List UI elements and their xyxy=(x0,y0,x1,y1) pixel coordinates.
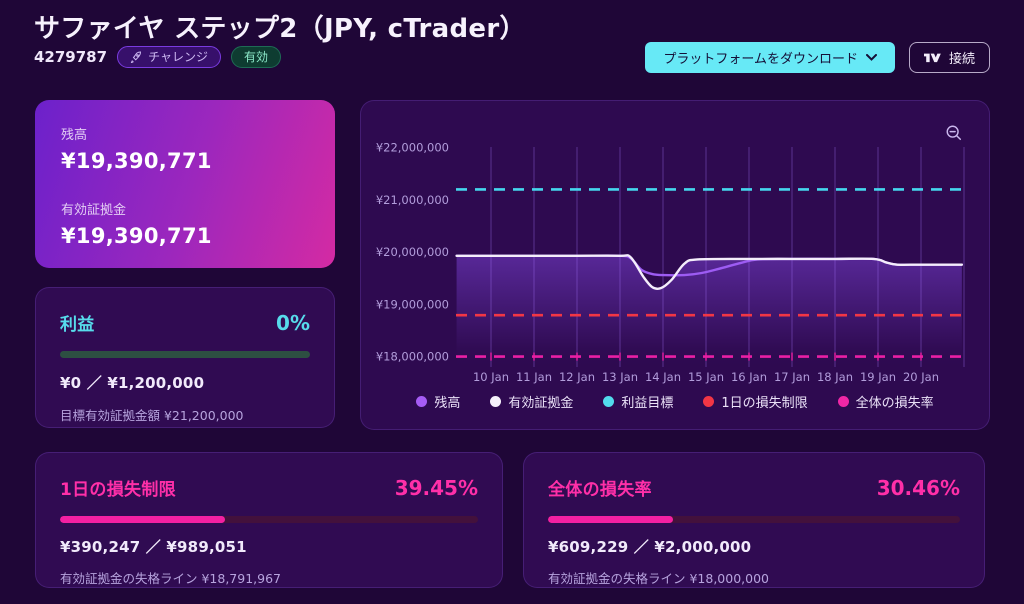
active-badge-label: 有効 xyxy=(243,50,268,64)
total-loss-fail-line: 有効証拠金の失格ライン ¥18,000,000 xyxy=(548,571,769,586)
challenge-badge: チャレンジ xyxy=(117,46,221,68)
svg-text:14 Jan: 14 Jan xyxy=(645,370,681,384)
profit-percent: 0% xyxy=(276,311,310,335)
performance-chart-card: ¥22,000,000 ¥21,000,000 ¥20,000,000 ¥19,000… xyxy=(360,100,990,430)
daily-loss-progress-bar xyxy=(60,516,478,523)
profit-progress-bar xyxy=(60,351,310,358)
svg-text:13 Jan: 13 Jan xyxy=(602,370,638,384)
zoom-out-icon xyxy=(946,125,962,140)
profit-amounts: ¥0 ／ ¥1,200,000 xyxy=(60,374,205,392)
performance-chart: ¥22,000,000 ¥21,000,000 ¥20,000,000 ¥19,000… xyxy=(361,101,989,429)
legend-label: 残高 xyxy=(434,396,461,411)
svg-text:18 Jan: 18 Jan xyxy=(817,370,853,384)
total-loss-percent: 30.46% xyxy=(876,476,960,500)
legend-item[interactable]: 有効証拠金 xyxy=(490,392,573,411)
balance-value: ¥19,390,771 xyxy=(61,149,212,173)
svg-text:¥21,000,000: ¥21,000,000 xyxy=(376,193,449,207)
connect-button[interactable]: 接続 xyxy=(908,42,990,73)
daily-loss-title: 1日の損失制限 xyxy=(60,480,176,500)
svg-text:19 Jan: 19 Jan xyxy=(860,370,896,384)
svg-text:15 Jan: 15 Jan xyxy=(688,370,724,384)
legend-item[interactable]: 1日の損失制限 xyxy=(703,392,808,411)
legend-label: 1日の損失制限 xyxy=(721,396,808,411)
chevron-down-icon xyxy=(865,54,877,61)
svg-text:12 Jan: 12 Jan xyxy=(559,370,595,384)
daily-loss-card: 1日の損失制限 39.45% ¥390,247 ／ ¥989,051 有効証拠金… xyxy=(35,452,503,588)
total-loss-amounts: ¥609,229 ／ ¥2,000,000 xyxy=(548,538,752,556)
svg-text:¥18,000,000: ¥18,000,000 xyxy=(376,350,449,364)
svg-text:16 Jan: 16 Jan xyxy=(731,370,767,384)
challenge-badge-label: チャレンジ xyxy=(148,50,208,64)
equity-value: ¥19,390,771 xyxy=(61,224,212,248)
legend-dot-icon xyxy=(837,396,849,407)
balance-label: 残高 xyxy=(61,128,88,143)
legend-label: 有効証拠金 xyxy=(508,396,574,411)
download-platform-label: プラットフォームをダウンロード xyxy=(663,52,858,67)
legend-dot-icon xyxy=(416,396,428,407)
download-platform-button[interactable]: プラットフォームをダウンロード xyxy=(645,42,895,73)
legend-item[interactable]: 残高 xyxy=(416,392,460,411)
svg-text:¥20,000,000: ¥20,000,000 xyxy=(376,245,449,259)
legend-dot-icon xyxy=(703,396,715,407)
daily-loss-amounts: ¥390,247 ／ ¥989,051 xyxy=(60,538,247,556)
svg-text:¥19,000,000: ¥19,000,000 xyxy=(376,297,449,311)
legend-item[interactable]: 全体の損失率 xyxy=(837,392,934,411)
balance-card: 残高 ¥19,390,771 有効証拠金 ¥19,390,771 xyxy=(35,100,335,268)
tradingview-icon xyxy=(923,53,941,62)
chart-legend: 残高 有効証拠金 利益目標 1日の損失制限 全体の損失率 xyxy=(361,392,989,411)
legend-item[interactable]: 利益目標 xyxy=(603,392,673,411)
total-loss-progress-fill xyxy=(548,516,674,523)
profit-card: 利益 0% ¥0 ／ ¥1,200,000 目標有効証拠金額 ¥21,200,0… xyxy=(35,287,335,428)
profit-target-line: 目標有効証拠金額 ¥21,200,000 xyxy=(60,408,244,423)
zoom-out-button[interactable] xyxy=(943,123,965,145)
profit-title: 利益 xyxy=(60,315,95,335)
svg-text:11 Jan: 11 Jan xyxy=(516,370,552,384)
header-actions: プラットフォームをダウンロード 接続 xyxy=(645,42,990,73)
daily-loss-progress-fill xyxy=(60,516,225,523)
total-loss-title: 全体の損失率 xyxy=(548,480,652,500)
svg-text:¥22,000,000: ¥22,000,000 xyxy=(376,141,449,155)
daily-loss-percent: 39.45% xyxy=(394,476,478,500)
equity-group: 有効証拠金 ¥19,390,771 xyxy=(61,199,309,248)
legend-dot-icon xyxy=(490,396,502,407)
total-loss-progress-bar xyxy=(548,516,960,523)
page-title: サファイヤ ステップ2（JPY, cTrader） xyxy=(34,14,526,44)
total-loss-card: 全体の損失率 30.46% ¥609,229 ／ ¥2,000,000 有効証拠… xyxy=(523,452,985,588)
legend-dot-icon xyxy=(603,396,615,407)
account-id: 4279787 xyxy=(34,48,108,66)
svg-text:20 Jan: 20 Jan xyxy=(903,370,939,384)
rocket-icon xyxy=(130,51,142,63)
daily-loss-fail-line: 有効証拠金の失格ライン ¥18,791,967 xyxy=(60,571,281,586)
account-info-row: 4279787 チャレンジ 有効 xyxy=(34,46,281,68)
connect-button-label: 接続 xyxy=(948,52,975,67)
legend-label: 利益目標 xyxy=(621,396,674,411)
svg-text:10 Jan: 10 Jan xyxy=(473,370,509,384)
balance-group: 残高 ¥19,390,771 xyxy=(61,124,309,173)
active-badge: 有効 xyxy=(230,46,281,68)
legend-label: 全体の損失率 xyxy=(855,396,934,411)
svg-text:17 Jan: 17 Jan xyxy=(774,370,810,384)
equity-label: 有効証拠金 xyxy=(61,203,127,218)
